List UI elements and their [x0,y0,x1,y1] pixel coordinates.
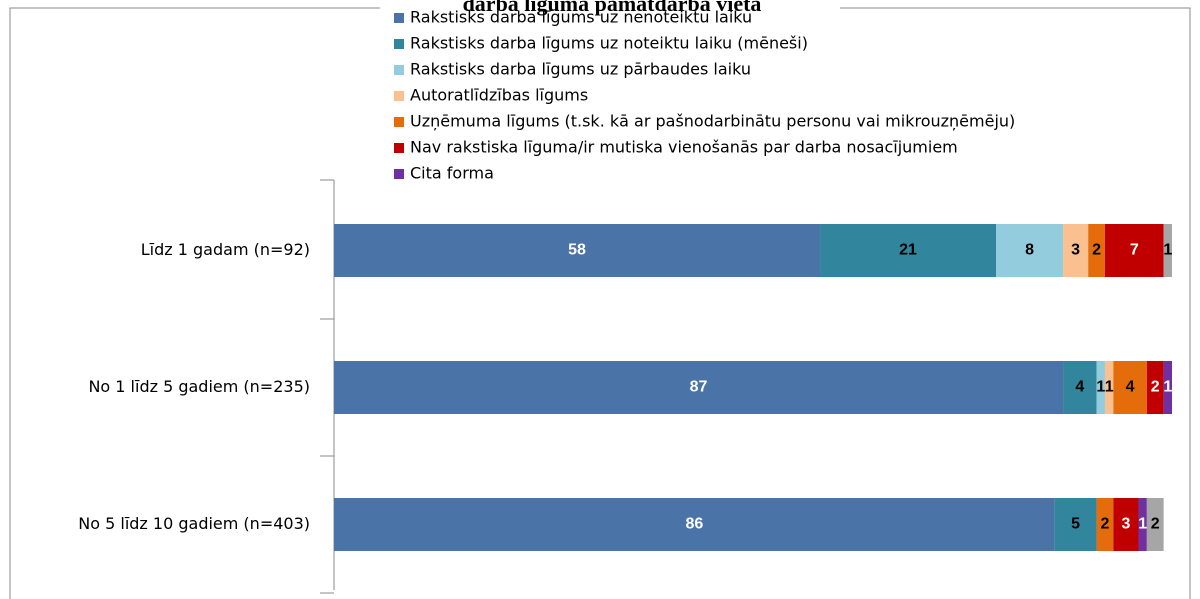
bar-segment [820,224,997,277]
category-label: No 1 līdz 5 gadiem (n=235) [88,377,310,396]
bar-segment [1054,498,1097,551]
bar-segment [1063,361,1097,414]
bar-segment [996,224,1064,277]
value-label: 87 [690,379,708,396]
legend-swatch [394,39,404,49]
value-label: 1 [1163,379,1172,396]
value-label: 4 [1075,379,1084,396]
chart-title: darba līguma pamatdarba vietā [463,0,762,16]
value-label: 4 [1126,379,1135,396]
bar-segment [1104,224,1164,277]
value-label: 21 [899,242,917,259]
value-label: 5 [1071,516,1080,533]
value-label: 1 [1096,379,1105,396]
legend-label: Rakstisks darba līgums uz noteiktu laiku… [410,34,808,53]
value-label: 86 [685,516,703,533]
bar-segment [1063,224,1089,277]
value-label: 1 [1105,379,1114,396]
bar-segment [1096,361,1105,414]
legend-label: Rakstisks darba līgums uz nenoteiktu lai… [410,8,752,27]
legend-swatch [394,143,404,153]
bar-segment [1113,361,1147,414]
value-label: 2 [1101,516,1110,533]
bar-segment [1146,498,1164,551]
bar-segment [334,224,821,277]
legend-swatch [394,13,404,23]
bar-segment [334,361,1064,414]
legend-swatch [394,117,404,127]
bar-segment [334,498,1055,551]
value-label: 1 [1163,242,1172,259]
value-label: 3 [1121,516,1130,533]
category-label: No 5 līdz 10 gadiem (n=403) [78,514,310,533]
category-label: Līdz 1 gadam (n=92) [141,240,310,259]
bar-segment [1146,361,1164,414]
legend-label: Autoratlīdzības līgums [410,86,588,105]
value-label: 7 [1130,242,1139,259]
bar-segment [1096,498,1114,551]
legend-label: Nav rakstiska līguma/ir mutiska vienošan… [410,138,958,157]
value-label: 1 [1138,516,1147,533]
value-label: 8 [1025,242,1034,259]
value-label: 58 [568,242,586,259]
legend-label: Rakstisks darba līgums uz pārbaudes laik… [410,60,751,79]
legend-label: Cita forma [410,164,494,183]
bar-segment [1113,498,1139,551]
legend-label: Uzņēmuma līgums (t.sk. kā ar pašnodarbin… [410,112,1015,131]
value-label: 3 [1071,242,1080,259]
value-label: 2 [1151,516,1160,533]
legend-swatch [394,65,404,75]
bar-segment [1088,224,1105,277]
bar-segment [1163,361,1172,414]
legend-swatch [394,169,404,179]
bar-segment [1163,224,1172,277]
bar-segment [1104,361,1114,414]
value-label: 2 [1151,379,1160,396]
bar-segment [1138,498,1147,551]
title-backdrop [380,0,840,12]
value-label: 2 [1092,242,1101,259]
legend-swatch [394,91,404,101]
